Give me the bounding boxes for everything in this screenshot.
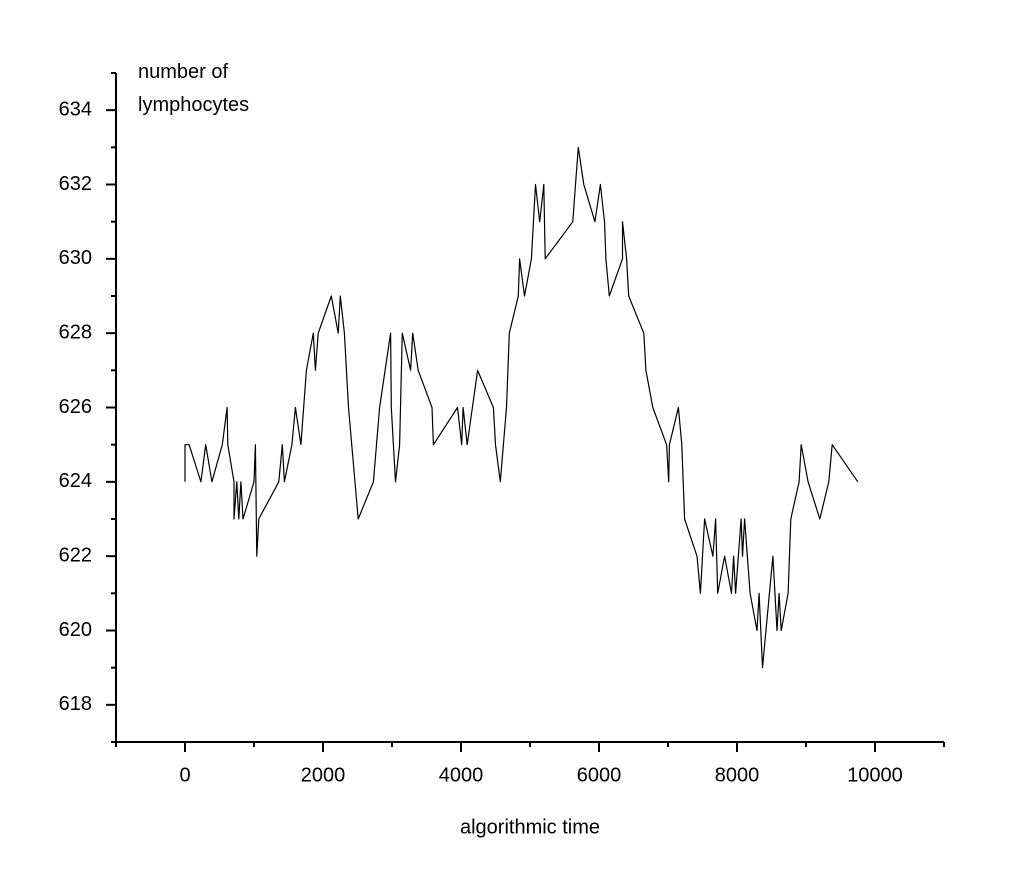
y-tick-label: 622 [59, 544, 92, 566]
x-axis-label: algorithmic time [460, 816, 600, 838]
x-tick-label: 6000 [577, 764, 622, 786]
y-tick-label: 620 [59, 619, 92, 641]
y-tick-label: 618 [59, 693, 92, 715]
x-tick-label: 10000 [847, 764, 903, 786]
y-tick-label: 634 [59, 98, 92, 120]
x-tick-label: 2000 [301, 764, 346, 786]
y-tick-label: 626 [59, 396, 92, 418]
y-tick-label: 630 [59, 247, 92, 269]
x-tick-label: 4000 [439, 764, 484, 786]
y-tick-label: 628 [59, 321, 92, 343]
x-tick-label: 8000 [715, 764, 760, 786]
y-tick-label: 632 [59, 173, 92, 195]
y-axis-label: number of lymphocytes [138, 61, 250, 116]
x-tick-label: 0 [179, 764, 190, 786]
y-tick-label: 624 [59, 470, 92, 492]
data-line [184, 146, 859, 669]
